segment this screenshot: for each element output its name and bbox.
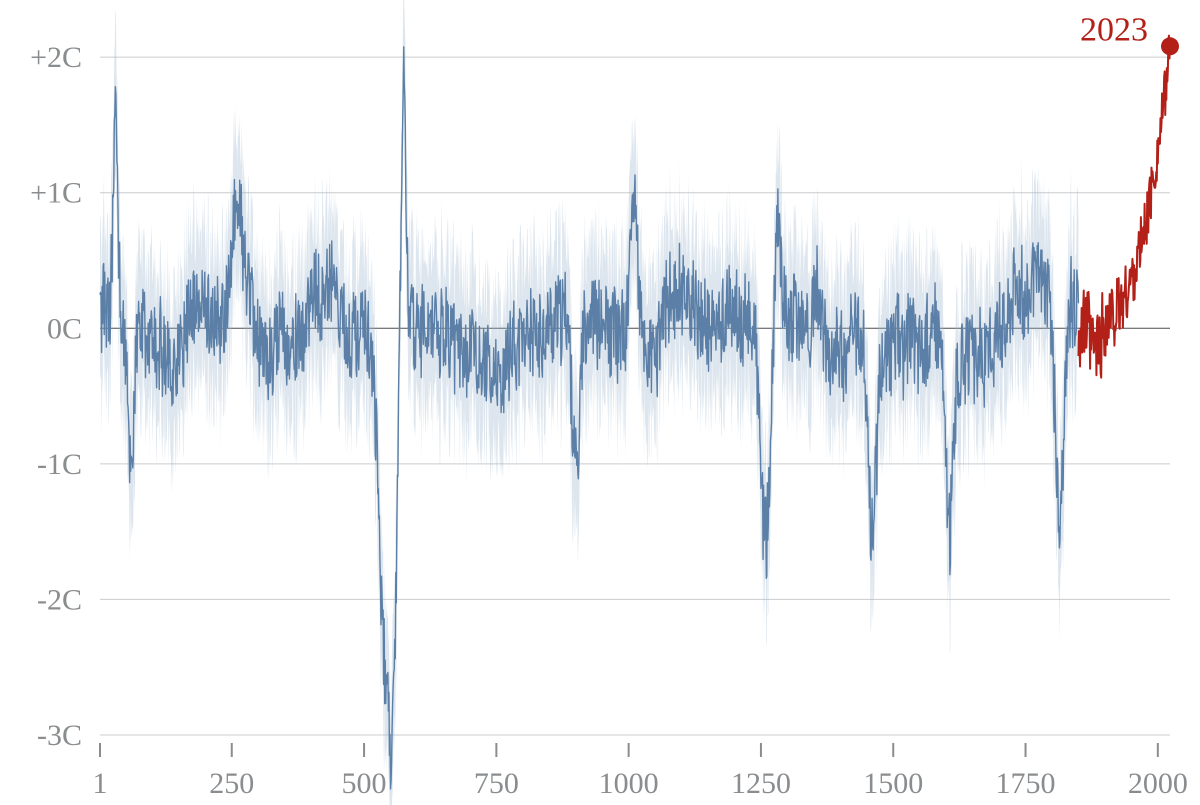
chart-svg: +2C+1C0C-1C-2C-3C20231250500750100012501… <box>0 0 1200 805</box>
x-axis-label: 1000 <box>599 767 659 800</box>
x-axis-label: 750 <box>474 767 519 800</box>
y-axis-label: -1C <box>37 448 82 481</box>
end-marker <box>1161 37 1179 55</box>
y-axis-label: -2C <box>37 583 82 616</box>
x-axis-label: 2000 <box>1128 767 1188 800</box>
y-axis-label: +1C <box>30 177 82 210</box>
x-axis-label: 250 <box>209 767 254 800</box>
x-axis-label: 1250 <box>731 767 791 800</box>
x-axis-label: 1 <box>93 767 108 800</box>
x-axis-label: 500 <box>342 767 387 800</box>
temperature-anomaly-chart: +2C+1C0C-1C-2C-3C20231250500750100012501… <box>0 0 1200 805</box>
y-axis-label: -3C <box>37 719 82 752</box>
x-axis-label: 1750 <box>996 767 1056 800</box>
end-marker-label: 2023 <box>1080 11 1148 48</box>
x-axis-label: 1500 <box>863 767 923 800</box>
y-axis-label: 0C <box>47 312 82 345</box>
y-axis-label: +2C <box>30 41 82 74</box>
